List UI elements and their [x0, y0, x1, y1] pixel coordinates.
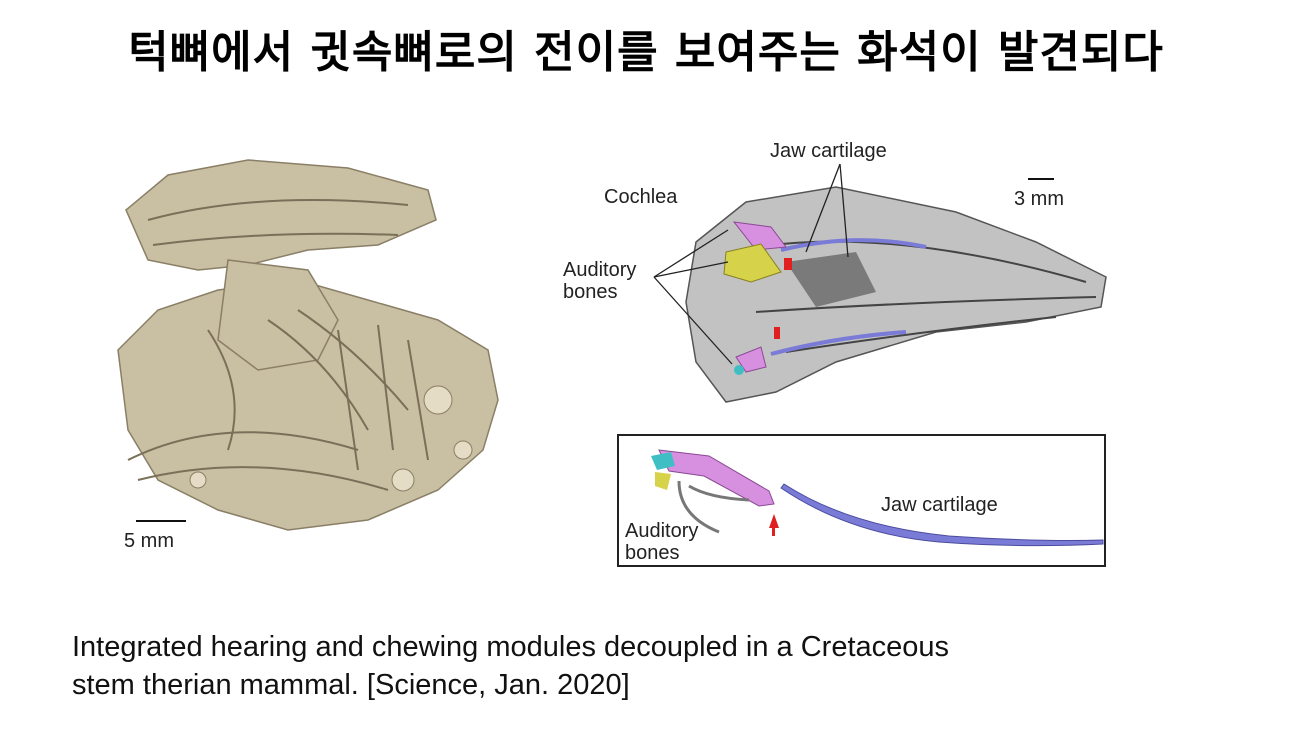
caption-line-1: Integrated hearing and chewing modules d…: [72, 631, 950, 663]
caption-line-2: stem therian mammal. [Science, Jan. 2020…: [72, 669, 630, 701]
fossil-specimen-image: [117, 159, 499, 531]
scale-label-5mm: 5 mm: [124, 530, 174, 552]
scale-label-3mm: 3 mm: [1014, 188, 1064, 210]
auditory-bones-label-top: Auditory bones: [563, 259, 637, 303]
inset-panel: Jaw cartilage Auditory bones: [617, 434, 1106, 567]
cochlea-label: Cochlea: [604, 186, 678, 208]
scale-bar-5mm: [136, 520, 186, 522]
jaw-cartilage-label-top: Jaw cartilage: [770, 140, 887, 162]
jaw-cartilage-label-inset: Jaw cartilage: [881, 494, 998, 516]
auditory-bones-label-inset: Auditory bones: [625, 520, 699, 564]
inset-diagram: [651, 449, 1104, 547]
slide-title: 턱뼈에서 귓속뼈로의 전이를 보여주는 화석이 발견되다: [128, 27, 1164, 78]
skull-reconstruction-image: [653, 163, 1107, 403]
caption: Integrated hearing and chewing modules d…: [72, 628, 1192, 704]
